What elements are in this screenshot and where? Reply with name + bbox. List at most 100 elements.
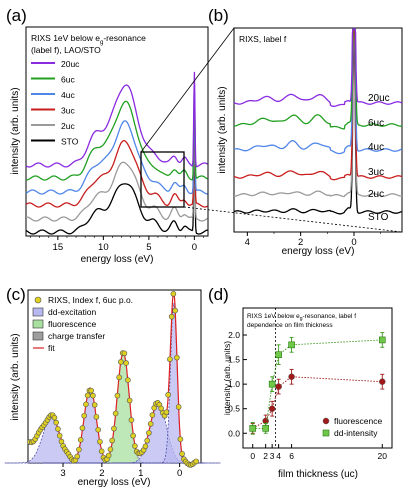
panel-c-xtick-label-0: 0 [177,468,182,479]
panel-d-xtick-label-3: 3 [270,451,275,461]
panel-c-data-point [149,412,156,418]
panel-b-series-labels: 20uc 6uc 4uc 3uc 2uc STO [368,93,390,223]
panel-c-data-point [77,437,84,443]
panel-d-xtick-label-6: 6 [289,451,294,461]
panel-a-legend-label-3uc: 3uc [61,106,75,116]
panel-c-data-point [53,419,59,426]
panel-c-data-point [147,421,154,427]
panel-d-point-dd-intensity [378,336,386,344]
panel-d-point-fluorescence [268,405,276,412]
panel-c-data-point [90,392,96,399]
panel-b-curves [233,28,403,215]
panel-a-annotation-line1: RIXS 1eV below eg-resonance [31,33,146,46]
panel-c-data-point [179,451,185,457]
panel-a-legend-label-4uc: 4uc [61,90,75,100]
panel-label-c: (c) [6,285,26,304]
panel-b-xtick-label-4: 4 [245,237,250,248]
panel-c-data-point [83,401,89,408]
panel-a-zoom-box [140,151,185,208]
panel-b-frame [233,27,403,233]
panel-c-data-point [98,448,105,455]
panel-b-curve-STO [233,28,403,215]
panel-c-legend-label: fluorescence [48,319,96,329]
panel-c-data-point [118,359,124,365]
panel-c-data-point [105,452,112,459]
panel-c-data-point [79,425,86,431]
panel-d-annotation-line1: RIXS 1eV below eg-resonance, label f [247,313,356,322]
panel-c-xtick-label-2: 2 [99,468,104,479]
panel-a: RIXS 1eV below eg-resonance (label f), L… [10,26,209,265]
panel-a-curve-3uc [25,108,208,208]
panel-b-label-6uc: 6uc [368,118,384,129]
panel-c-data-point [51,414,58,421]
panel-c-xtick-label-1: 1 [138,468,143,479]
panel-c-legend-label: fit [48,343,55,353]
panel-c-data-point [177,436,184,443]
panel-d-legend-label-dd-intensity: dd-intensity [334,428,378,438]
panel-d-ytick-label: 0.5 [228,404,240,414]
panel-a-curves [25,71,208,235]
panel-c-data-point [128,417,135,423]
panel-d-legend: fluorescence dd-intensity [322,416,382,438]
panel-c-data-point [111,425,117,432]
panel-b-xtick-label-2: 2 [298,237,303,248]
panel-c-data-point [168,313,175,320]
panel-c-ylabel: intensity (arb. units) [10,333,21,420]
panel-c-plot [4,291,221,468]
panel-c-legend-label: dd-excitation [48,307,96,317]
panel-b-curve-3uc [233,28,403,181]
panel-c-data-point [56,432,63,439]
panel-c-data-point [146,430,152,436]
panel-c-data-point [167,356,173,363]
panel-d-xtick-label-4: 4 [276,451,281,461]
panel-a-legend: 20uc 6uc 4uc 3uc 2uc STO [31,59,80,147]
panel-b-label-3uc: 3uc [368,167,384,178]
panel-c-data-point [170,291,177,297]
panel-c-data-point [116,374,122,381]
panel-a-xtick-label-5: 5 [146,242,151,253]
panel-c-data-point [114,392,121,399]
panel-c-data-point [144,437,150,444]
panel-label-b: (b) [208,6,229,25]
panel-d-point-dd-intensity [249,425,257,432]
panel-c-legend-label: RIXS, Index f, 6uc p.o. [48,295,133,305]
panel-a-annotation-line2: (label f), LAO/STO [31,45,101,55]
panel-c-legend-patch [32,307,44,317]
panel-a-curve-20uc [25,71,208,168]
panel-d-ytick-label: 1.0 [228,379,240,389]
panel-c-data-point [174,354,180,361]
panel-c-data-point [165,392,171,398]
panel-a-xtick-label-15: 15 [53,242,64,253]
panel-a-curve-4uc [25,96,208,195]
panel-a-legend-label-STO: STO [61,137,79,147]
panel-c-data-point [109,437,115,444]
panel-c-dd-peak-4 [127,302,221,464]
panel-d-legend-label-fluorescence: fluorescence [334,416,382,426]
panel-label-d: (d) [208,285,229,304]
panel-b-xtick-label-0: 0 [351,237,356,248]
panel-d-point-fluorescence [288,373,295,381]
panel-c: RIXS, Index f, 6uc p.o. dd-excitation fluo… [4,289,221,488]
panel-b-x-ticks: 4 2 0 [245,232,381,248]
panel-b-label-20uc: 20uc [368,93,390,104]
panel-d-xtick-label-2: 2 [263,451,268,461]
panel-b-label-2uc: 2uc [368,189,384,200]
panel-b-curve-2uc [234,28,402,198]
panel-c-legend-label: charge transfer [48,331,105,341]
panel-c-x-ticks: 3 2 1 0 [60,463,182,479]
panel-d-xtick-label-0: 0 [250,451,255,461]
panel-d-legend-marker [322,429,330,437]
panel-label-a: (a) [6,6,27,25]
panel-d-point-fluorescence [275,383,282,390]
panel-d-xtick-label-20: 20 [378,451,388,461]
panel-b-ylabel: intensity (arb. units) [217,86,228,173]
panel-c-legend-patch [32,331,44,341]
panel-d-point-dd-intensity [262,425,269,432]
panel-b-curve-20uc [233,28,403,107]
panel-a-xlabel: energy loss (eV) [81,254,154,265]
panel-d-point-dd-intensity [288,341,295,349]
panel-b-label-4uc: 4uc [368,142,384,153]
panel-c-data-point [163,409,170,416]
panel-c-legend-points [34,296,42,304]
